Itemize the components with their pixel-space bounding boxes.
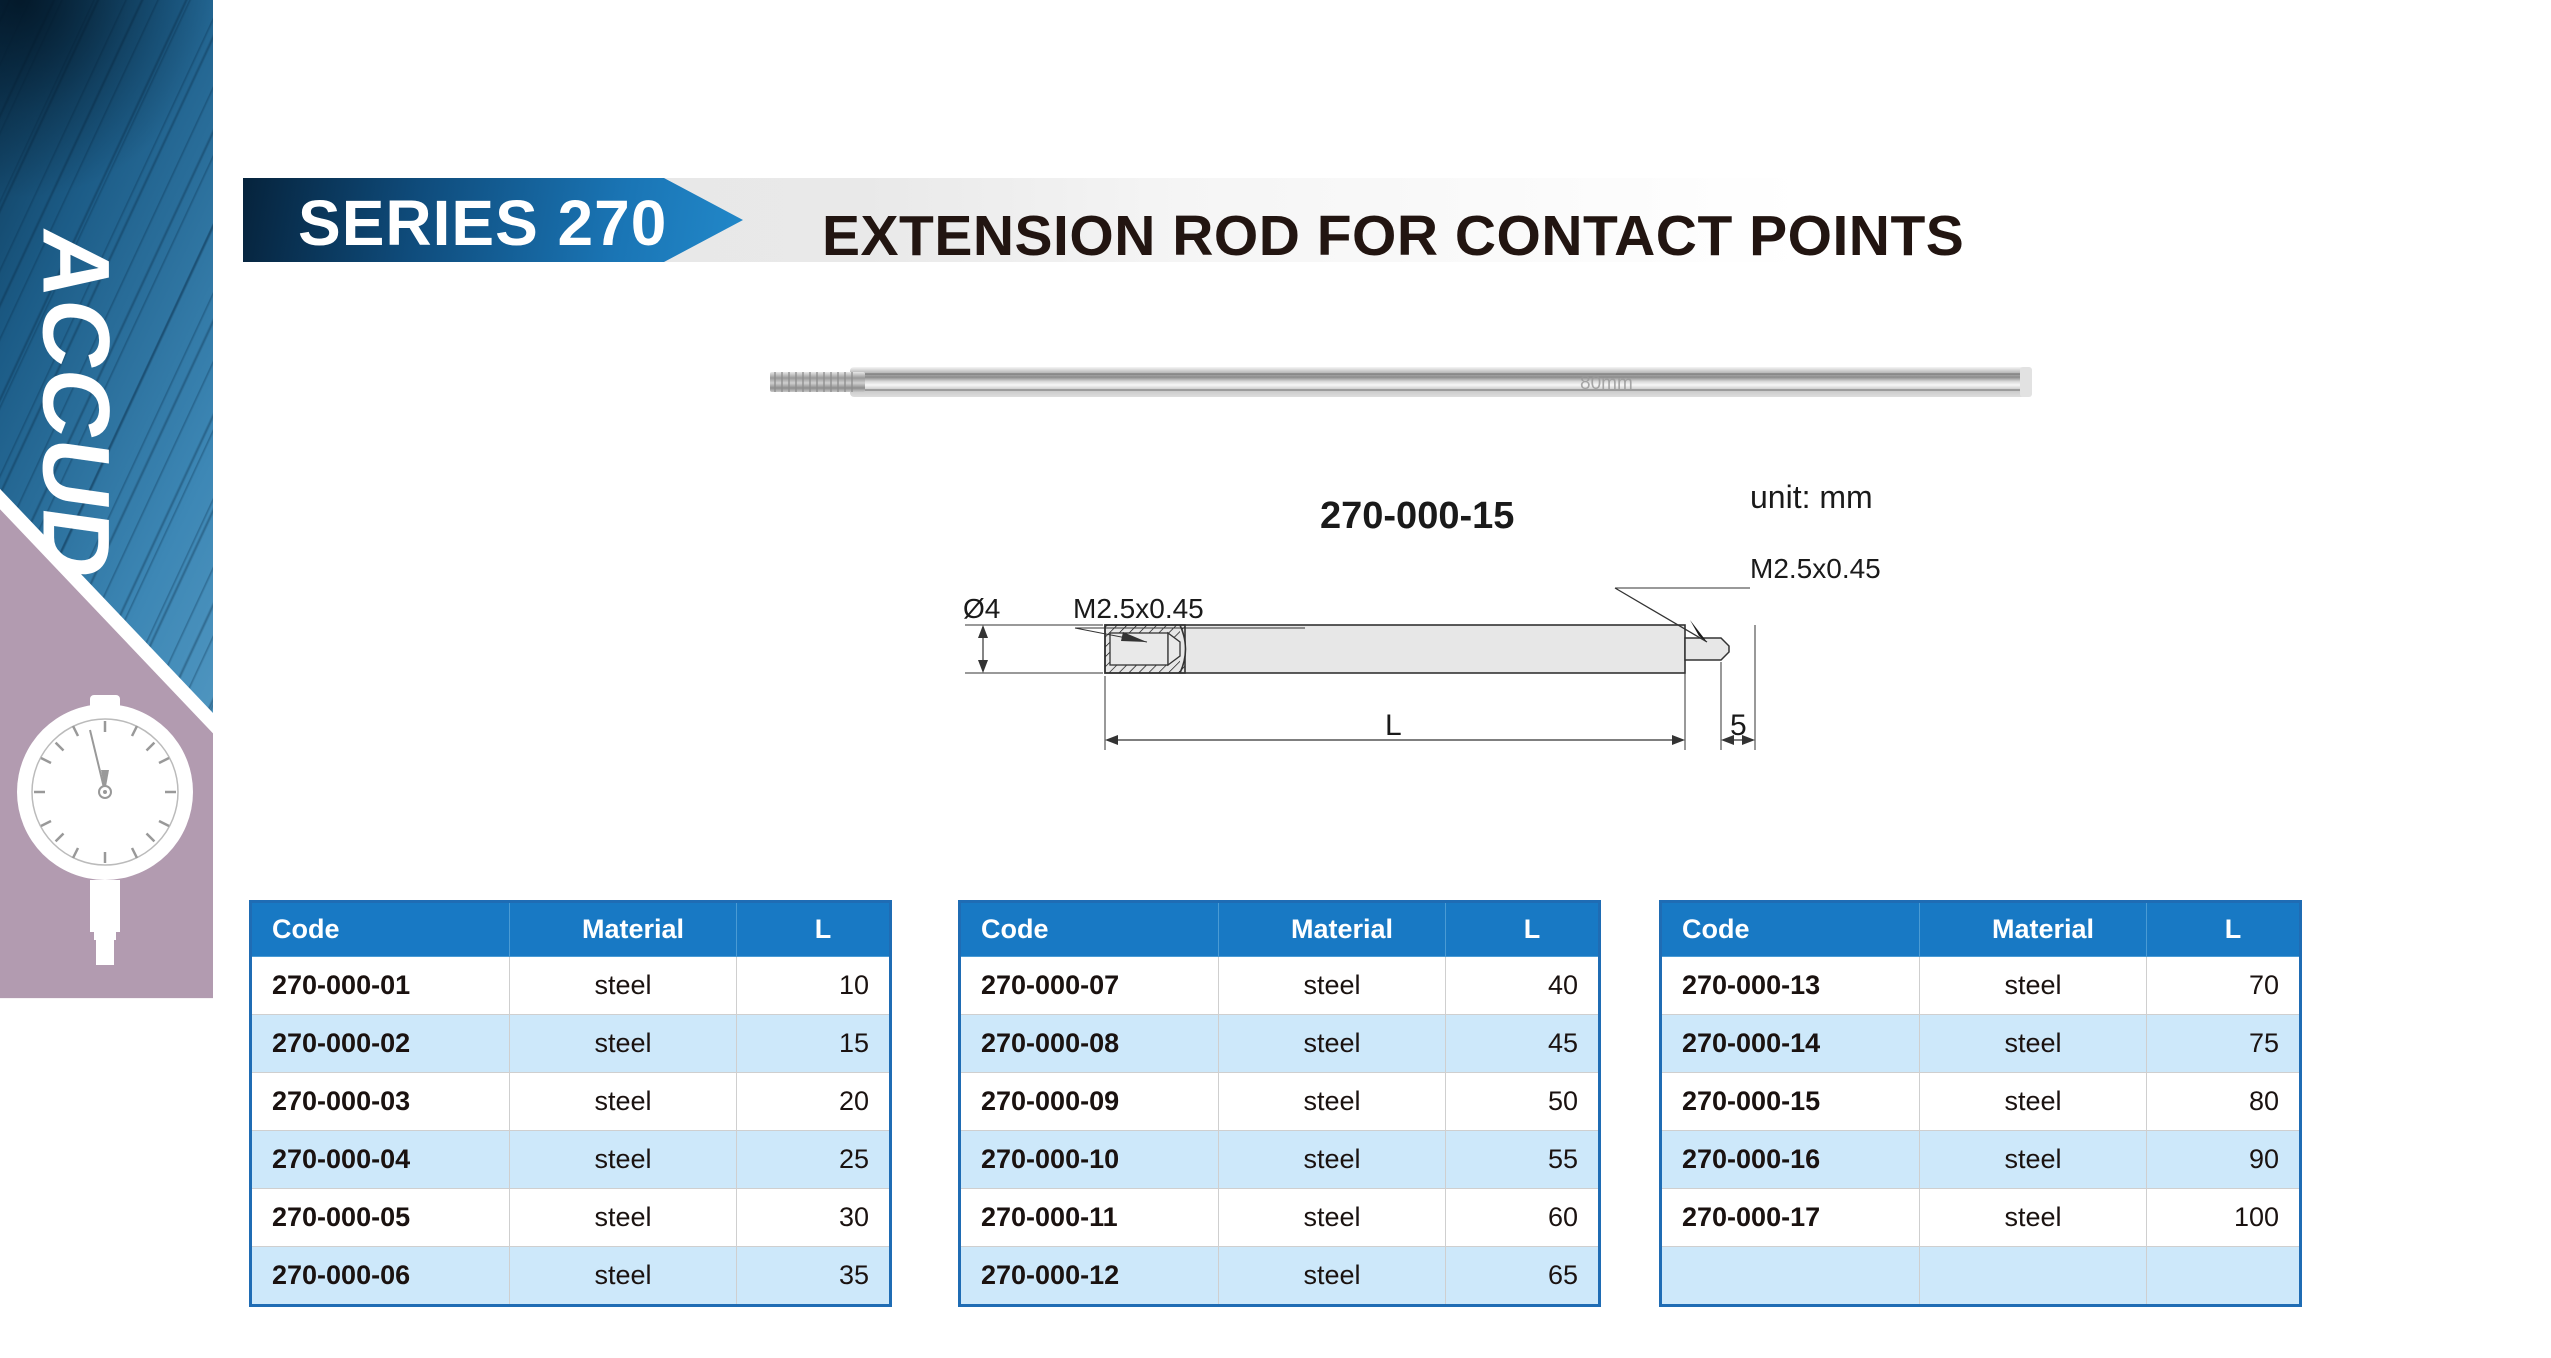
svg-text:Ø4: Ø4 [963,593,1000,624]
svg-text:80mm: 80mm [1580,373,1633,394]
svg-text:270-000-15: 270-000-15 [1320,495,1514,537]
svg-text:M2.5x0.45: M2.5x0.45 [1073,593,1204,624]
svg-text:M2.5x0.45: M2.5x0.45 [1750,553,1881,584]
svg-text:L: L [1385,709,1402,742]
svg-text:unit: mm: unit: mm [1750,479,1873,515]
svg-text:5: 5 [1730,709,1747,742]
